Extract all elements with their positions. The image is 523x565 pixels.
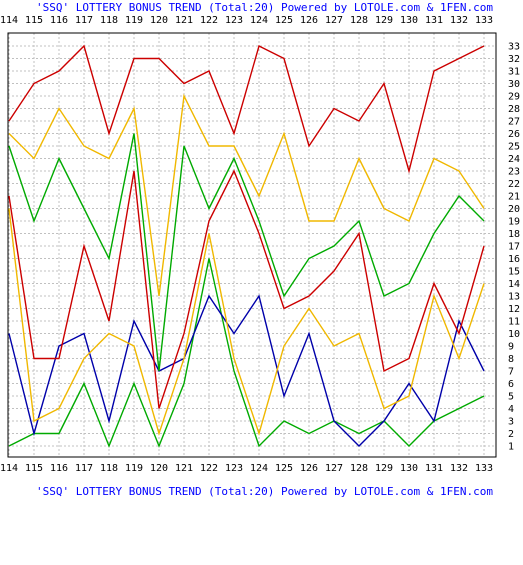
x-tick-top-121: 121 — [175, 15, 193, 26]
y-tick-18: 18 — [508, 229, 520, 240]
x-tick-top-115: 115 — [25, 15, 43, 26]
y-tick-30: 30 — [508, 79, 520, 90]
series-line-4 — [8, 169, 485, 409]
y-tick-9: 9 — [508, 342, 514, 353]
y-tick-13: 13 — [508, 292, 520, 303]
x-tick-top-122: 122 — [200, 15, 218, 26]
y-tick-3: 3 — [508, 417, 514, 428]
x-tick-top-130: 130 — [400, 15, 418, 26]
x-tick-bottom-122: 122 — [200, 463, 218, 474]
x-tick-top-119: 119 — [125, 15, 143, 26]
x-tick-top-124: 124 — [250, 15, 268, 26]
y-tick-28: 28 — [508, 104, 520, 115]
y-tick-8: 8 — [508, 354, 514, 365]
chart-title-top: 'SSQ' LOTTERY BONUS TREND (Total:20) Pow… — [36, 1, 493, 14]
y-tick-5: 5 — [508, 392, 514, 403]
y-tick-29: 29 — [508, 92, 520, 103]
x-tick-bottom-118: 118 — [100, 463, 118, 474]
y-tick-25: 25 — [508, 142, 520, 153]
x-tick-top-132: 132 — [450, 15, 468, 26]
x-tick-bottom-115: 115 — [25, 463, 43, 474]
x-axis-top: 114 115 116 117 118 119 120 121 122 123 124 125 126 1… — [0, 15, 493, 26]
series-line-3 — [8, 208, 485, 436]
x-tick-top-127: 127 — [325, 15, 343, 26]
x-tick-bottom-117: 117 — [75, 463, 93, 474]
series-line-2 — [8, 294, 485, 447]
series-lines — [8, 44, 485, 448]
x-tick-bottom-124: 124 — [250, 463, 268, 474]
y-tick-7: 7 — [508, 367, 514, 378]
plot-frame — [7, 32, 497, 458]
x-tick-bottom-130: 130 — [400, 463, 418, 474]
x-tick-bottom-121: 121 — [175, 463, 193, 474]
x-tick-bottom-131: 131 — [425, 463, 443, 474]
y-tick-14: 14 — [508, 279, 520, 290]
x-tick-bottom-125: 125 — [275, 463, 293, 474]
x-tick-top-120: 120 — [150, 15, 168, 26]
x-tick-top-123: 123 — [225, 15, 243, 26]
series-line-5 — [8, 133, 485, 372]
x-tick-bottom-123: 123 — [225, 463, 243, 474]
x-tick-bottom-119: 119 — [125, 463, 143, 474]
x-tick-bottom-126: 126 — [300, 463, 318, 474]
x-tick-bottom-114: 114 — [0, 463, 18, 474]
y-tick-1: 1 — [508, 442, 514, 453]
y-tick-4: 4 — [508, 404, 514, 415]
x-tick-top-126: 126 — [300, 15, 318, 26]
y-tick-21: 21 — [508, 192, 520, 203]
x-tick-bottom-129: 129 — [375, 463, 393, 474]
y-tick-31: 31 — [508, 67, 520, 78]
y-tick-10: 10 — [508, 329, 520, 340]
y-tick-19: 19 — [508, 217, 520, 228]
y-tick-24: 24 — [508, 154, 520, 165]
x-tick-bottom-127: 127 — [325, 463, 343, 474]
x-tick-bottom-128: 128 — [350, 463, 368, 474]
x-tick-top-133: 133 — [475, 15, 493, 26]
y-tick-16: 16 — [508, 254, 520, 265]
y-tick-15: 15 — [508, 267, 520, 278]
x-tick-top-125: 125 — [275, 15, 293, 26]
x-tick-top-128: 128 — [350, 15, 368, 26]
series-line-7 — [8, 44, 485, 174]
x-tick-bottom-116: 116 — [50, 463, 68, 474]
x-tick-top-116: 116 — [50, 15, 68, 26]
x-tick-top-118: 118 — [100, 15, 118, 26]
y-tick-26: 26 — [508, 129, 520, 140]
y-tick-11: 11 — [508, 317, 520, 328]
y-tick-23: 23 — [508, 167, 520, 178]
y-tick-27: 27 — [508, 117, 520, 128]
grid-lines — [8, 33, 496, 457]
y-tick-32: 32 — [508, 54, 520, 65]
chart-title-bottom: 'SSQ' LOTTERY BONUS TREND (Total:20) Pow… — [36, 485, 493, 498]
y-tick-33: 33 — [508, 42, 520, 53]
series-line-6 — [8, 93, 485, 297]
x-tick-top-129: 129 — [375, 15, 393, 26]
y-tick-2: 2 — [508, 429, 514, 440]
y-axis-right: 1234567891011121314151617181920212223242… — [508, 42, 520, 453]
x-tick-bottom-132: 132 — [450, 463, 468, 474]
x-tick-bottom-120: 120 — [150, 463, 168, 474]
x-tick-top-114: 114 — [0, 15, 18, 26]
y-tick-6: 6 — [508, 379, 514, 390]
y-tick-22: 22 — [508, 179, 520, 190]
x-axis-bottom: 114 115 116 117 118 119 120 121 122 123 124 125 126 1… — [0, 463, 493, 474]
y-tick-12: 12 — [508, 304, 520, 315]
x-tick-top-131: 131 — [425, 15, 443, 26]
y-tick-20: 20 — [508, 204, 520, 215]
y-tick-17: 17 — [508, 242, 520, 253]
x-tick-bottom-133: 133 — [475, 463, 493, 474]
x-tick-top-117: 117 — [75, 15, 93, 26]
series-line-1 — [8, 258, 485, 448]
